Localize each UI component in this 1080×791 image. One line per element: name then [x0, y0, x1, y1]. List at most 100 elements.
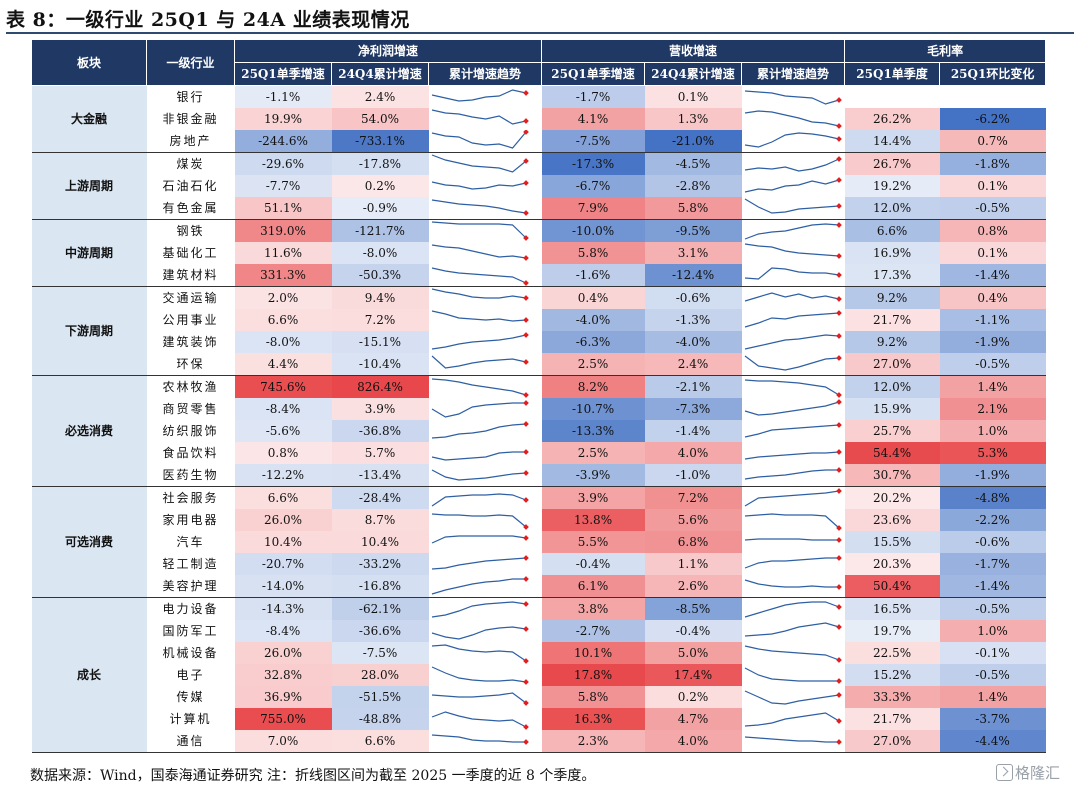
revenue-trend-sparkline: [744, 449, 842, 460]
revenue-q1-value: -10.0%: [541, 219, 645, 242]
profit-trend-cell: [429, 86, 542, 109]
revenue-q4-value: 1.1%: [644, 553, 742, 575]
sparkline-end-marker: [522, 359, 529, 365]
sparkline-end-marker: [522, 658, 529, 664]
profit-q4-value: -7.5%: [331, 642, 429, 664]
profit-trend-sparkline: [431, 332, 529, 350]
revenue-q4-value: 7.2%: [644, 486, 742, 509]
profit-trend-sparkline: [431, 421, 529, 439]
profit-trend-sparkline: [431, 576, 529, 595]
sparkline-end-marker: [835, 657, 842, 663]
sparkline-path: [744, 198, 839, 214]
revenue-q1-value: 3.9%: [541, 486, 645, 509]
profit-trend-cell: [429, 220, 542, 243]
sparkline-path: [431, 244, 526, 259]
profit-trend-sparkline: [431, 513, 529, 530]
sparkline-path: [744, 469, 839, 480]
revenue-trend-sparkline: [744, 622, 842, 637]
profit-trend-sparkline: [431, 644, 529, 664]
margin-change-value: 0.1%: [939, 175, 1046, 197]
table-row: 房地产 -244.6% -733.1% -7.5% -21.0% 14.4% 0.7%: [32, 130, 1046, 153]
sparkline-end-marker: [835, 604, 842, 610]
revenue-q4-value: 5.0%: [644, 642, 742, 664]
revenue-trend-sparkline: [744, 645, 842, 663]
table-title: 表 8：一级行业 25Q1 与 24A 业绩表现情况: [6, 9, 410, 31]
header-margin-group: 毛利率: [844, 39, 1047, 63]
revenue-trend-sparkline: [744, 537, 842, 543]
sparkline-path: [431, 310, 526, 322]
sparkline-end-marker: [835, 488, 842, 494]
margin-q1-value: 26.7%: [844, 152, 940, 175]
industry-name: 电子: [176, 668, 205, 682]
margin-q1-value: 22.5%: [844, 642, 940, 664]
revenue-trend-cell: [742, 398, 845, 420]
profit-trend-sparkline: [431, 711, 529, 730]
industry-name: 社会服务: [162, 491, 219, 505]
revenue-trend-cell: [742, 531, 845, 553]
sparkline-end-marker: [522, 332, 529, 338]
profit-trend-cell: [429, 686, 542, 708]
revenue-trend-cell: [742, 620, 845, 642]
profit-q1-value: -8.4%: [234, 398, 332, 420]
profit-trend-cell: [428, 130, 542, 153]
margin-q1-value: 9.2%: [844, 331, 940, 353]
profit-trend-cell: [428, 197, 542, 220]
margin-change-value: 0.4%: [939, 286, 1046, 309]
profit-q4-value: -28.4%: [331, 486, 429, 509]
margin-q1-value: 15.5%: [844, 531, 940, 553]
table-row: 机械设备 26.0% -7.5% 10.1% 5.0% 22.5% -0.1%: [32, 642, 1046, 664]
sparkline-path: [431, 644, 526, 662]
revenue-q4-value: 5.8%: [644, 197, 742, 220]
margin-change-value: 5.3%: [939, 442, 1046, 464]
sparkline-path: [431, 692, 526, 704]
margin-q1-value: 17.3%: [844, 264, 940, 287]
profit-trend-cell: [428, 575, 542, 598]
revenue-q1-value: -13.3%: [541, 420, 645, 442]
industry-name: 计算机: [169, 712, 212, 726]
sparkline-path: [744, 379, 839, 396]
sparkline-path: [431, 513, 526, 528]
revenue-q1-value: 5.8%: [541, 242, 645, 264]
sparkline-end-marker: [835, 467, 842, 473]
revenue-q1-value: -1.6%: [541, 264, 645, 287]
sparkline-end-marker: [522, 470, 529, 476]
sparkline-end-marker: [835, 156, 842, 162]
profit-trend-sparkline: [431, 89, 529, 102]
table-row: 成长 电力设备 -14.3% -62.1% 3.8% -8.5% 16.5% -0.5%: [31, 597, 1046, 753]
profit-trend-cell: [429, 509, 542, 531]
sparkline-end-marker: [522, 576, 529, 582]
margin-q1-value: 27.0%: [844, 730, 940, 753]
sparkline-path: [744, 513, 839, 529]
sparkline-path: [744, 132, 839, 148]
revenue-trend-cell: [742, 220, 845, 243]
table-row: 食品饮料 0.8% 5.7% 2.5% 4.0% 54.4% 5.3%: [32, 442, 1046, 464]
sparkline-end-marker: [522, 295, 529, 301]
revenue-trend-cell: [741, 197, 845, 220]
sparkline-end-marker: [522, 626, 529, 632]
profit-q4-value: -13.4%: [331, 464, 429, 487]
sparkline-path: [744, 312, 839, 328]
sparkline-end-marker: [522, 400, 529, 406]
sparkline-end-marker: [835, 449, 842, 455]
industry-name: 环保: [146, 353, 235, 376]
profit-q1-value: -5.6%: [234, 420, 332, 442]
sector-cell: 下游周期: [31, 286, 147, 376]
sparkline-path: [744, 712, 839, 727]
header-margin-q1: 25Q1单季度: [844, 62, 941, 86]
header-revenue-q4: 24Q4累计增速: [644, 62, 743, 86]
sparkline-path: [744, 645, 839, 661]
profit-q1-value: 36.9%: [234, 686, 332, 708]
sparkline-end-marker: [835, 177, 842, 183]
margin-change-value: -0.5%: [939, 664, 1046, 686]
profit-trend-cell: [429, 598, 542, 621]
sparkline-end-marker: [522, 724, 529, 730]
sparkline-path: [744, 424, 839, 438]
sparkline-path: [744, 490, 839, 507]
table-row: 国防军工 -8.4% -36.6% -2.7% -0.4% 19.7% 1.0%: [32, 620, 1046, 642]
revenue-q4-value: -1.3%: [644, 309, 742, 331]
industry-name: 银行: [176, 90, 205, 104]
revenue-q1-value: 2.5%: [541, 353, 645, 376]
sparkline-end-marker: [835, 296, 842, 302]
table-body: 大金融 银行 -1.1% 2.4% -1.7% 0.1% 非银金融 19.9% 54.0% 4.1…: [31, 85, 1046, 753]
sparkline-path: [431, 734, 526, 743]
